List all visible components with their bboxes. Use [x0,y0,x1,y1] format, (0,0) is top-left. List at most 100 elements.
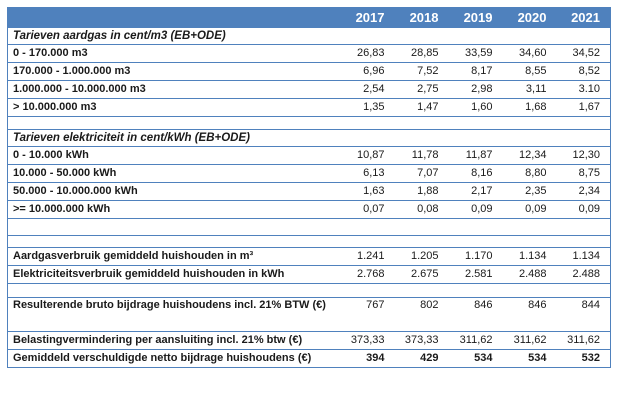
value-cell: 394 [340,349,395,368]
table-row: 0 - 10.000 kWh 10,87 11,78 11,87 12,34 1… [7,146,611,165]
section-row-gas-tariffs: Tarieven aardgas in cent/m3 (EB+ODE) [7,27,611,45]
value-cell: 767 [340,297,395,332]
value-cell: 0,07 [340,200,395,219]
year-header-2019: 2019 [448,7,503,28]
value-cell: 1.134 [502,247,557,266]
value-cell: 532 [556,349,611,368]
value-cell: 311,62 [502,331,557,350]
table-row: Belastingvermindering per aansluiting in… [7,331,611,350]
section-row-electricity-tariffs: Tarieven elektriciteit in cent/kWh (EB+O… [7,129,611,147]
value-cell: 373,33 [340,331,395,350]
value-cell: 3,11 [502,80,557,99]
value-cell: 1.205 [394,247,449,266]
table-row: Gemiddeld verschuldigde netto bijdrage h… [7,349,611,368]
spacer-cell [7,235,611,248]
table-row: 10.000 - 50.000 kWh 6,13 7,07 8,16 8,80 … [7,164,611,183]
value-cell: 8,17 [448,62,503,81]
table-row: 0 - 170.000 m3 26,83 28,85 33,59 34,60 3… [7,44,611,63]
value-cell: 6,13 [340,164,395,183]
value-cell: 12,30 [556,146,611,165]
table-row: Elektriciteitsverbruik gemiddeld huishou… [7,265,611,284]
section-title: Tarieven aardgas in cent/m3 (EB+ODE) [7,27,611,45]
row-label: Gemiddeld verschuldigde netto bijdrage h… [7,349,341,368]
value-cell: 846 [502,297,557,332]
value-cell: 12,34 [502,146,557,165]
value-cell: 1,60 [448,98,503,117]
value-cell: 8,80 [502,164,557,183]
spacer-row [7,235,611,248]
value-cell: 534 [502,349,557,368]
value-cell: 34,60 [502,44,557,63]
value-cell: 373,33 [394,331,449,350]
value-cell: 0,08 [394,200,449,219]
value-cell: 0,09 [502,200,557,219]
value-cell: 2,35 [502,182,557,201]
value-cell: 534 [448,349,503,368]
value-cell: 1,47 [394,98,449,117]
value-cell: 0,09 [448,200,503,219]
spacer-cell [7,283,611,298]
value-cell: 11,78 [394,146,449,165]
energy-tariff-table-page: 2017 2018 2019 2020 2021 Tarieven aardga… [7,7,611,368]
row-label: >= 10.000.000 kWh [7,200,341,219]
value-cell: 6,96 [340,62,395,81]
row-label: Aardgasverbruik gemiddeld huishouden in … [7,247,341,266]
value-cell: 7,52 [394,62,449,81]
table-row: 170.000 - 1.000.000 m3 6,96 7,52 8,17 8,… [7,62,611,81]
tariff-table: 2017 2018 2019 2020 2021 Tarieven aardga… [7,7,611,368]
value-cell: 33,59 [448,44,503,63]
value-cell: 1,68 [502,98,557,117]
table-row: >= 10.000.000 kWh 0,07 0,08 0,09 0,09 0,… [7,200,611,219]
value-cell: 8,55 [502,62,557,81]
value-cell: 2.768 [340,265,395,284]
row-label: Belastingvermindering per aansluiting in… [7,331,341,350]
spacer-cell [7,218,611,236]
table-row: 50.000 - 10.000.000 kWh 1,63 1,88 2,17 2… [7,182,611,201]
row-label: 1.000.000 - 10.000.000 m3 [7,80,341,99]
value-cell: 26,83 [340,44,395,63]
spacer-row [7,283,611,298]
value-cell: 2.675 [394,265,449,284]
value-cell: 802 [394,297,449,332]
value-cell: 1,63 [340,182,395,201]
value-cell: 1,35 [340,98,395,117]
row-label: 50.000 - 10.000.000 kWh [7,182,341,201]
spacer-row [7,218,611,236]
table-row: Resulterende bruto bijdrage huishoudens … [7,297,611,332]
value-cell: 11,87 [448,146,503,165]
value-cell: 846 [448,297,503,332]
value-cell: 1.241 [340,247,395,266]
year-header-2021: 2021 [556,7,611,28]
value-cell: 2,75 [394,80,449,99]
value-cell: 311,62 [556,331,611,350]
row-label: Elektriciteitsverbruik gemiddeld huishou… [7,265,341,284]
value-cell: 28,85 [394,44,449,63]
value-cell: 10,87 [340,146,395,165]
value-cell: 311,62 [448,331,503,350]
value-cell: 429 [394,349,449,368]
value-cell: 3.10 [556,80,611,99]
year-header-2020: 2020 [502,7,557,28]
value-cell: 0,09 [556,200,611,219]
value-cell: 1,88 [394,182,449,201]
value-cell: 2,54 [340,80,395,99]
value-cell: 8,16 [448,164,503,183]
value-cell: 8,52 [556,62,611,81]
value-cell: 844 [556,297,611,332]
value-cell: 1,67 [556,98,611,117]
value-cell: 1.170 [448,247,503,266]
row-label: 0 - 10.000 kWh [7,146,341,165]
row-label: 10.000 - 50.000 kWh [7,164,341,183]
header-empty-cell [7,7,341,28]
section-title: Tarieven elektriciteit in cent/kWh (EB+O… [7,129,611,147]
value-cell: 2.581 [448,265,503,284]
value-cell: 7,07 [394,164,449,183]
value-cell: 34,52 [556,44,611,63]
value-cell: 1.134 [556,247,611,266]
table-row: 1.000.000 - 10.000.000 m3 2,54 2,75 2,98… [7,80,611,99]
year-header-2018: 2018 [394,7,449,28]
value-cell: 8,75 [556,164,611,183]
table-row: > 10.000.000 m3 1,35 1,47 1,60 1,68 1,67 [7,98,611,117]
value-cell: 2,98 [448,80,503,99]
value-cell: 2.488 [556,265,611,284]
